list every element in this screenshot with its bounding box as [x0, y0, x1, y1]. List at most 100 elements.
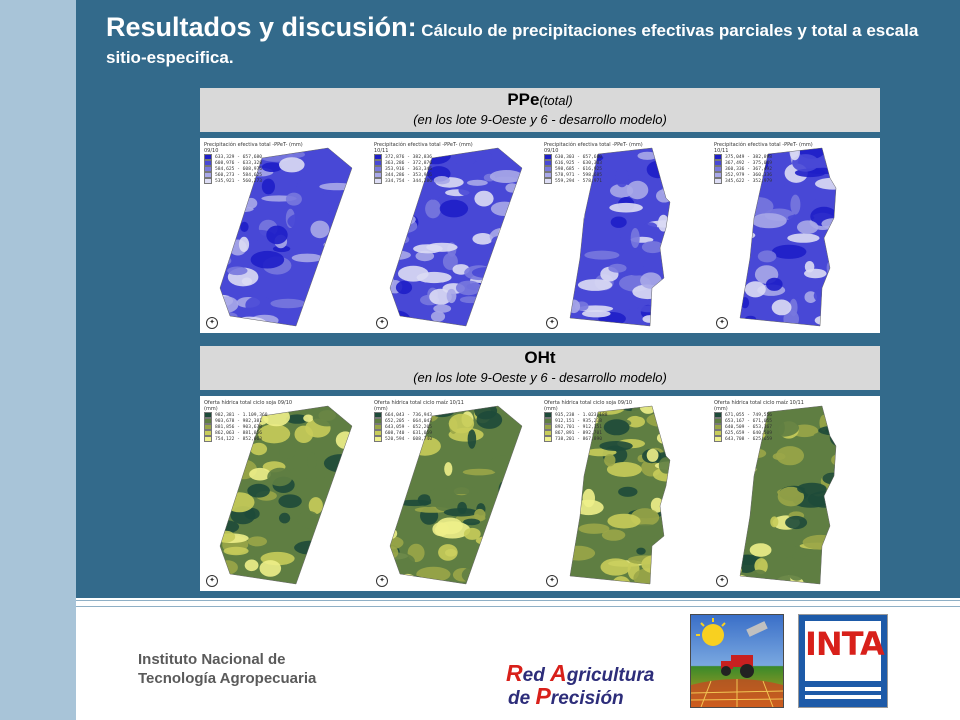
ppe-map-patch	[674, 299, 690, 316]
oht-map-patch	[674, 545, 684, 553]
ppe-map-patch	[751, 213, 787, 229]
oht-map-patch	[390, 546, 399, 559]
legend-value: 625,659 - 640,509	[725, 430, 773, 436]
legend-item: 353,916 - 363,346	[374, 166, 474, 172]
legend-swatch	[204, 436, 212, 442]
legend-item: 862,063 - 881,856	[204, 430, 304, 436]
oht-map-patch	[672, 557, 700, 570]
oht-map-patch	[822, 472, 836, 485]
legend-swatch	[374, 418, 382, 424]
legend-value: 653,167 - 671,055	[725, 418, 773, 424]
ppe-map-3: Precipitación efectiva total -PPeT- (mm)…	[540, 138, 710, 333]
oht-map-patch	[833, 460, 836, 479]
legend-item: 625,659 - 640,509	[714, 430, 814, 436]
ppe-map-patch	[241, 277, 253, 286]
legend-item: 664,043 - 736,943	[374, 412, 474, 418]
ppe-map-patch	[721, 239, 729, 256]
ppe-map-patch	[681, 216, 706, 231]
oht-map-patch	[463, 527, 481, 540]
ppe-map-patch	[804, 268, 827, 279]
oht-map-patch	[839, 489, 864, 508]
oht-map-patch	[744, 507, 753, 525]
legend-value: 345,622 - 352,979	[725, 178, 773, 184]
ppe-map-patch	[570, 210, 585, 222]
oht-map-patch	[837, 543, 860, 552]
oht-map-patch	[840, 412, 862, 430]
oht-map-outline	[569, 405, 671, 585]
legend-value: 643,059 - 652,205	[385, 424, 433, 430]
legend-item: 630,303 - 657,680	[544, 154, 644, 160]
ppe-map-patch	[826, 258, 836, 278]
ppe-heading-suffix: (total)	[539, 93, 573, 108]
ppe-map-outline	[739, 147, 837, 327]
oht-map-patch	[288, 467, 322, 479]
ppe-map-patch	[821, 218, 836, 230]
ppe-map-patch	[642, 315, 658, 323]
legend-swatch	[544, 436, 552, 442]
ppe-map-patch	[491, 236, 505, 248]
oht-map-patch	[578, 523, 610, 534]
legend-item: 616,925 - 630,303	[544, 160, 644, 166]
legend-title: Oferta hídrica total ciclo maíz 10/11 (m…	[714, 400, 804, 412]
legend-swatch	[204, 172, 212, 178]
ppe-map-patch	[804, 291, 817, 303]
oht-map-patch	[818, 425, 836, 436]
legend-swatch	[544, 412, 552, 418]
legend-swatch	[204, 178, 212, 184]
oht-map-graphic	[202, 405, 353, 585]
legend-swatch	[204, 166, 212, 172]
legend-value: 982,381 - 1.109,360	[215, 412, 268, 418]
oht-map-patch	[279, 444, 296, 459]
oht-map-patch	[341, 540, 352, 547]
oht-map-patch	[278, 494, 302, 508]
legend-value: 633,329 - 657,680	[215, 154, 263, 160]
oht-map-patch	[390, 479, 399, 498]
legend-value: 671,055 - 749,556	[725, 412, 773, 418]
oht-map-legend: Oferta hídrica total ciclo maíz 10/11 (m…	[714, 400, 814, 442]
oht-map-patch	[641, 555, 668, 574]
ppe-map-patch	[270, 298, 306, 309]
ppe-map-patch	[848, 283, 874, 294]
ppe-map-patch	[319, 182, 352, 191]
ppe-map-patch	[740, 198, 751, 208]
title-main: Resultados y discusión:	[106, 12, 417, 42]
oht-map-patch	[462, 468, 496, 476]
oht-map-patch	[202, 538, 219, 548]
oht-map-patch	[785, 515, 808, 530]
ppe-map-patch	[393, 235, 414, 248]
ppe-map-patch	[740, 260, 747, 279]
oht-map-patch	[307, 452, 317, 471]
ppe-map-patch	[574, 197, 608, 216]
oht-map-patch	[509, 409, 522, 417]
legend-swatch	[714, 412, 722, 418]
legend-title: Precipitación efectiva total -PPeT- (mm)…	[714, 142, 813, 154]
oht-map-patch	[223, 546, 249, 556]
oht-map-patch	[652, 467, 670, 482]
ppe-map-patch	[680, 307, 710, 323]
oht-map-patch	[550, 485, 564, 491]
ppe-map-patch	[335, 281, 352, 300]
oht-map-patch	[444, 486, 481, 495]
legend-item: 367,492 - 375,049	[714, 160, 814, 166]
ppe-map-patch	[757, 250, 777, 263]
legend-item: 598,685 - 616,925	[544, 166, 644, 172]
ppe-map-graphic	[389, 147, 523, 327]
rap-cap-r: R	[506, 660, 523, 686]
legend-swatch	[204, 418, 212, 424]
legend-swatch	[374, 430, 382, 436]
oht-map-patch	[646, 413, 670, 427]
oht-map-patch	[390, 543, 391, 563]
ppe-map-patch	[802, 199, 836, 209]
ppe-map-patch	[220, 296, 221, 315]
compass-icon: ✦	[376, 575, 388, 587]
oht-map-patch	[390, 527, 398, 540]
oht-map-patch	[599, 441, 633, 451]
oht-map-patch	[678, 465, 706, 484]
ppe-map-patch	[640, 272, 662, 289]
legend-value: 372,876 - 382,836	[385, 154, 433, 160]
oht-map-1: Oferta hídrica total ciclo soja 09/10 (m…	[200, 396, 370, 591]
ppe-map-patch	[429, 288, 452, 305]
legend-swatch	[374, 424, 382, 430]
legend-swatch	[204, 430, 212, 436]
ppe-map-patch	[740, 186, 746, 199]
